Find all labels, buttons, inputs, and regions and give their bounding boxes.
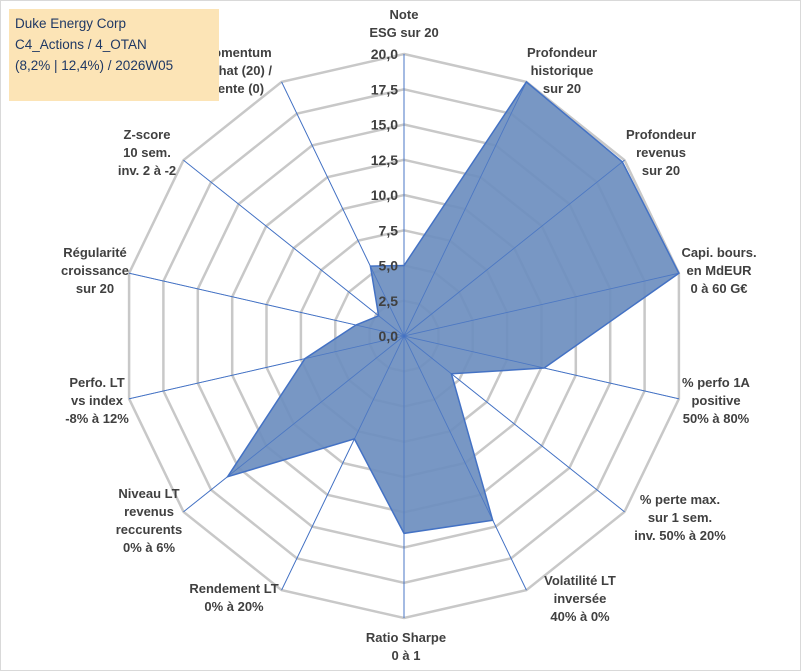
axis-label-line: positive <box>691 393 740 408</box>
axis-label-line: revenus <box>124 504 174 519</box>
tick-label: 2,5 <box>379 293 399 309</box>
axis-label-line: Note <box>390 7 419 22</box>
axis-label-line: 50% à 80% <box>683 411 750 426</box>
axis-label-line: Ratio Sharpe <box>366 630 446 645</box>
axis-label-line: sur 20 <box>76 281 114 296</box>
axis-label-line: sur 1 sem. <box>648 510 712 525</box>
axis-label-line: -8% à 12% <box>65 411 129 426</box>
axis-label-line: inv. 50% à 20% <box>634 528 726 543</box>
axis-label-line: % perfo 1A <box>682 375 751 390</box>
axis-label-line: historique <box>531 63 594 78</box>
axis-label: Capi. bours. en MdEUR 0 à 60 G€ <box>681 245 756 296</box>
axis-label-line: 40% à 0% <box>550 609 610 624</box>
axis-label: Régularité croissance sur 20 <box>61 245 129 296</box>
title-company: Duke Energy Corp <box>15 13 213 34</box>
axis-label-line: reccurents <box>116 522 182 537</box>
tick-label: 10,0 <box>371 187 398 203</box>
axis-label-line: inversée <box>554 591 607 606</box>
title-box: Duke Energy Corp C4_Actions / 4_OTAN (8,… <box>9 9 219 101</box>
axis-label-line: inv. 2 à -2 <box>118 163 176 178</box>
axis-label-line: en MdEUR <box>687 263 753 278</box>
title-portfolio: C4_Actions / 4_OTAN <box>15 34 213 55</box>
axis-label-line: sur 20 <box>642 163 680 178</box>
axis-label-line: 0 à 60 G€ <box>690 281 747 296</box>
axis-label: Rendement LT 0% à 20% <box>189 581 278 614</box>
axis-label-line: Niveau LT <box>118 486 179 501</box>
axis-label: Niveau LT revenus reccurents 0% à 6% <box>116 486 182 555</box>
axis-label-line: croissance <box>61 263 129 278</box>
radial-tick-labels: 0,0 2,5 5,0 7,5 10,0 12,5 15,0 17,5 20,0 <box>371 46 398 344</box>
axis-label: Z-score 10 sem. inv. 2 à -2 <box>118 127 176 178</box>
axis-label-line: Profondeur <box>626 127 696 142</box>
axis-label-line: Perfo. LT <box>69 375 124 390</box>
axis-label-line: Profondeur <box>527 45 597 60</box>
axis-label-line: 0% à 6% <box>123 540 175 555</box>
axis-label: Profondeur revenus sur 20 <box>626 127 696 178</box>
axis-label-line: 0% à 20% <box>204 599 264 614</box>
axis-label-line: vs index <box>71 393 124 408</box>
axis-label-line: ESG sur 20 <box>369 25 438 40</box>
tick-label: 0,0 <box>379 328 399 344</box>
axis-label: Profondeur historique sur 20 <box>527 45 597 96</box>
axis-label-line: % perte max. <box>640 492 720 507</box>
axis-label-line: 0 à 1 <box>392 648 421 663</box>
axis-label-line: revenus <box>636 145 686 160</box>
axis-label: % perte max. sur 1 sem. inv. 50% à 20% <box>634 492 726 543</box>
tick-label: 15,0 <box>371 117 398 133</box>
axis-label: Perfo. LT vs index -8% à 12% <box>65 375 129 426</box>
tick-label: 5,0 <box>379 258 399 274</box>
axis-label: Ratio Sharpe 0 à 1 <box>366 630 446 663</box>
axis-label-line: sur 20 <box>543 81 581 96</box>
axis-label: Volatilité LT inversée 40% à 0% <box>544 573 616 624</box>
axis-label-line: Z-score <box>124 127 171 142</box>
tick-label: 7,5 <box>379 222 399 238</box>
axis-label-line: Rendement LT <box>189 581 278 596</box>
axis-label-line: Régularité <box>63 245 127 260</box>
tick-label: 12,5 <box>371 152 398 168</box>
title-stats: (8,2% | 12,4%) / 2026W05 <box>15 55 213 76</box>
axis-label: Note ESG sur 20 <box>369 7 438 40</box>
axis-label-line: Capi. bours. <box>681 245 756 260</box>
axis-label: % perfo 1A positive 50% à 80% <box>682 375 751 426</box>
tick-label: 20,0 <box>371 46 398 62</box>
axis-label-line: Volatilité LT <box>544 573 616 588</box>
axis-label-line: 10 sem. <box>123 145 171 160</box>
tick-label: 17,5 <box>371 81 398 97</box>
